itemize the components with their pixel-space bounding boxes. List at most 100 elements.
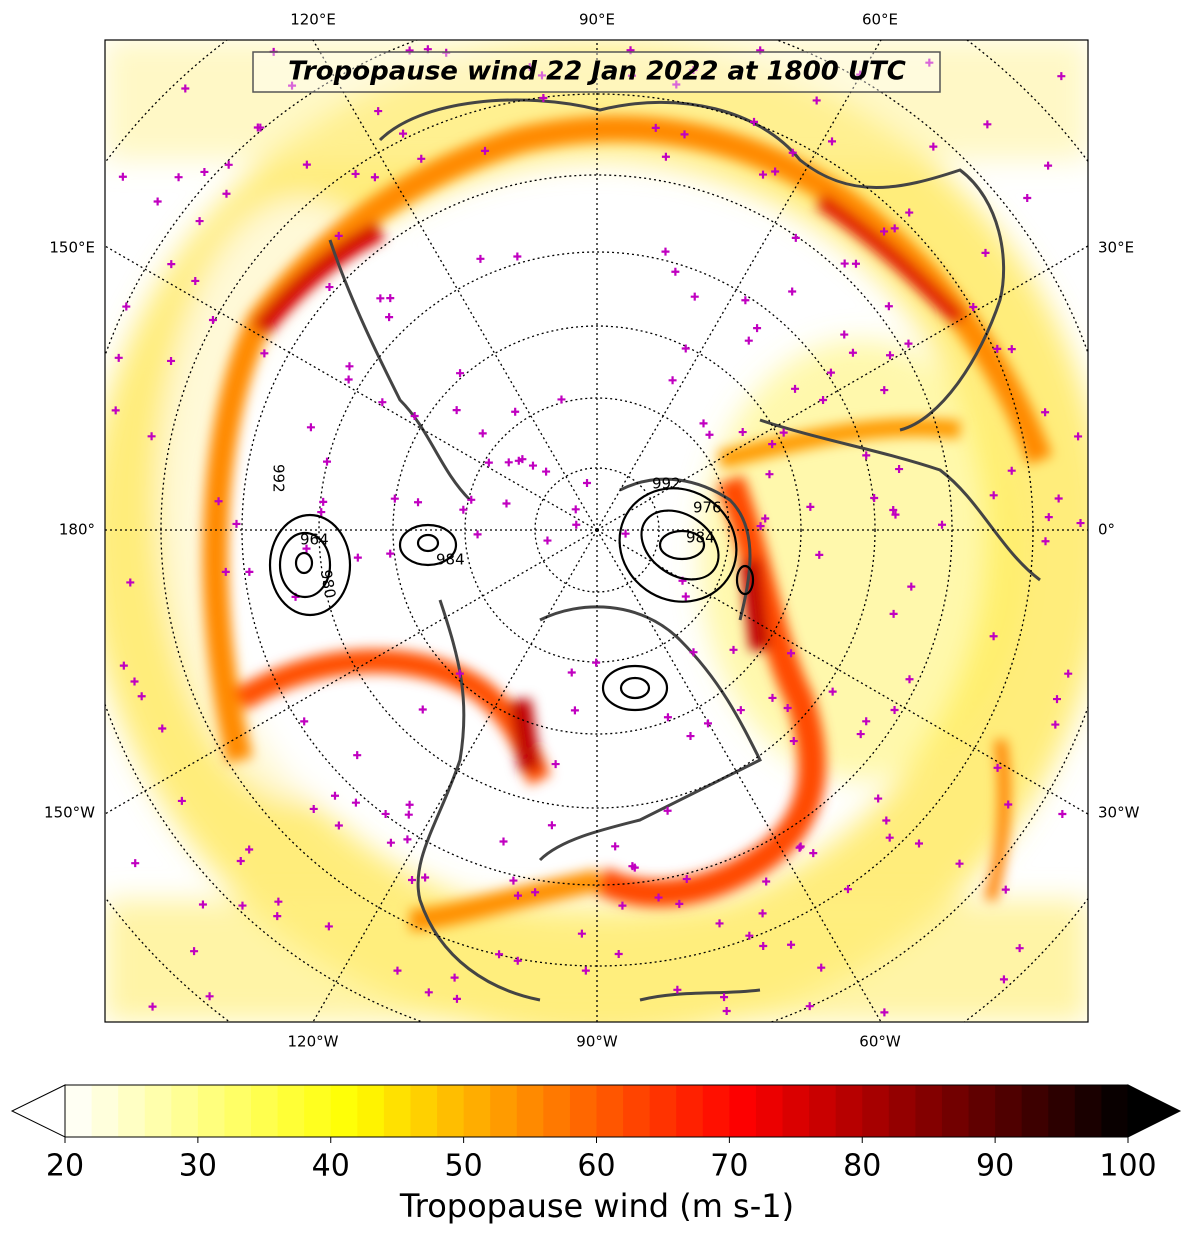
station-marker bbox=[181, 84, 190, 93]
station-marker bbox=[370, 173, 379, 182]
colorbar-tick-label: 100 bbox=[1099, 1149, 1156, 1184]
station-marker bbox=[815, 550, 824, 559]
station-marker bbox=[969, 302, 978, 311]
station-marker bbox=[826, 368, 835, 377]
station-marker bbox=[509, 876, 518, 885]
map-area: 992 984 976 964 992 984 980 bbox=[105, 40, 1088, 1022]
station-marker bbox=[768, 693, 777, 702]
station-marker bbox=[583, 478, 592, 487]
station-marker bbox=[502, 499, 511, 508]
station-marker bbox=[761, 514, 770, 523]
colorbar-segment bbox=[941, 1085, 970, 1137]
station-marker bbox=[300, 717, 309, 726]
station-marker bbox=[758, 909, 767, 918]
station-marker bbox=[571, 505, 580, 514]
station-marker bbox=[929, 142, 938, 151]
colorbar-segment bbox=[1021, 1085, 1049, 1137]
station-marker bbox=[618, 901, 627, 910]
station-marker bbox=[467, 495, 476, 504]
station-marker bbox=[681, 592, 690, 601]
station-marker bbox=[904, 339, 913, 348]
lon-label: 150°E bbox=[49, 239, 95, 257]
station-marker bbox=[374, 107, 383, 116]
station-marker bbox=[1007, 466, 1016, 475]
colorbar-segment bbox=[490, 1085, 518, 1137]
map-frame bbox=[104, 39, 1089, 1023]
station-marker bbox=[130, 677, 139, 686]
station-marker bbox=[722, 1007, 731, 1015]
contour-label: 984 bbox=[686, 529, 715, 547]
station-marker bbox=[880, 1008, 889, 1017]
station-marker bbox=[567, 668, 576, 677]
station-marker bbox=[682, 875, 691, 884]
colorbar-segment bbox=[251, 1085, 279, 1137]
station-marker bbox=[405, 46, 414, 55]
station-marker bbox=[789, 737, 798, 746]
station-marker bbox=[323, 457, 332, 466]
station-marker bbox=[386, 294, 395, 303]
station-marker bbox=[611, 842, 620, 851]
station-marker bbox=[309, 804, 318, 813]
station-marker bbox=[788, 148, 797, 157]
station-marker bbox=[452, 994, 461, 1003]
lon-label: 30°E bbox=[1098, 239, 1134, 257]
station-marker bbox=[788, 287, 797, 296]
station-marker bbox=[147, 432, 156, 441]
colorbar-segment bbox=[357, 1085, 385, 1137]
colorbar-segment bbox=[755, 1085, 784, 1137]
station-marker bbox=[581, 966, 590, 975]
station-marker bbox=[885, 833, 894, 842]
station-marker bbox=[756, 46, 765, 55]
station-marker bbox=[828, 137, 837, 146]
station-marker bbox=[663, 713, 672, 722]
station-marker bbox=[741, 296, 750, 305]
station-marker bbox=[537, 71, 546, 80]
station-marker bbox=[848, 348, 857, 357]
station-marker bbox=[736, 706, 745, 715]
colorbar-segment bbox=[968, 1085, 996, 1137]
contour-label: 992 bbox=[652, 475, 681, 493]
station-marker bbox=[796, 842, 805, 851]
colorbar-segment bbox=[330, 1085, 358, 1137]
station-marker bbox=[221, 567, 230, 576]
station-marker bbox=[759, 941, 768, 950]
station-marker bbox=[191, 276, 200, 285]
contour-labels: 992 984 976 964 992 984 980 bbox=[270, 464, 722, 600]
station-marker bbox=[671, 267, 680, 276]
station-marker bbox=[484, 458, 493, 467]
station-marker bbox=[856, 730, 865, 739]
station-marker bbox=[805, 1002, 814, 1011]
station-marker bbox=[273, 912, 282, 921]
contour-label: 976 bbox=[693, 499, 722, 517]
station-marker bbox=[260, 349, 269, 358]
station-marker bbox=[681, 344, 690, 353]
station-marker bbox=[525, 63, 534, 72]
station-marker bbox=[787, 649, 796, 658]
station-marker bbox=[459, 505, 468, 514]
station-marker bbox=[153, 197, 162, 206]
station-marker bbox=[200, 167, 209, 176]
station-marker bbox=[404, 810, 413, 819]
station-marker bbox=[414, 498, 423, 507]
jet-stream bbox=[202, 115, 1053, 931]
station-marker bbox=[886, 351, 895, 360]
colorbar-label: Tropopause wind (m s-1) bbox=[399, 1187, 794, 1225]
station-marker bbox=[890, 706, 899, 715]
station-marker bbox=[399, 129, 408, 138]
colorbar-segment bbox=[383, 1085, 411, 1137]
colorbar-tick-label: 70 bbox=[710, 1149, 748, 1184]
colorbar-tick-label: 60 bbox=[577, 1149, 615, 1184]
lon-label: 60°W bbox=[859, 1033, 901, 1051]
station-marker bbox=[274, 897, 283, 906]
station-marker bbox=[122, 302, 131, 311]
station-marker bbox=[715, 919, 724, 928]
colorbar-segment bbox=[304, 1085, 332, 1137]
station-marker bbox=[351, 798, 360, 807]
station-marker bbox=[351, 169, 360, 178]
station-marker bbox=[756, 522, 765, 531]
station-marker bbox=[862, 451, 871, 460]
station-marker bbox=[675, 899, 684, 908]
lon-label: 180° bbox=[59, 521, 95, 539]
contour-label: 964 bbox=[300, 531, 329, 549]
station-marker bbox=[570, 706, 579, 715]
